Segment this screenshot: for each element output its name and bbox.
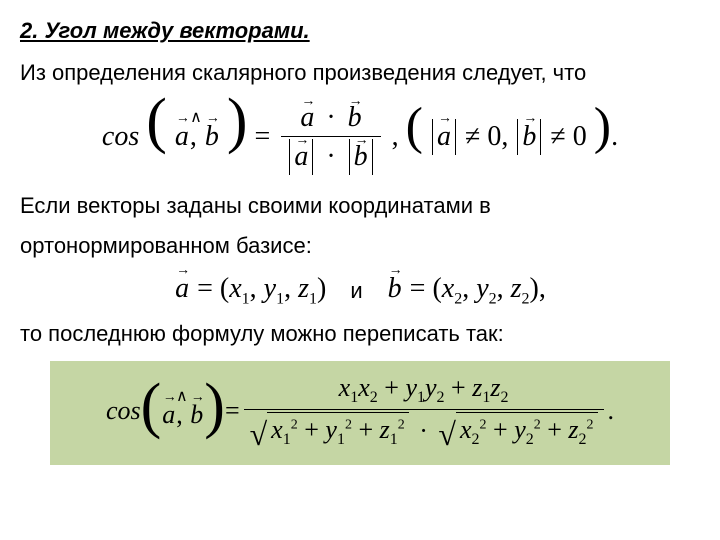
y2: y bbox=[476, 273, 488, 304]
period1: . bbox=[611, 121, 618, 152]
dbx: x bbox=[460, 415, 472, 444]
np1: + bbox=[378, 373, 406, 402]
dbys: 2 bbox=[526, 431, 534, 448]
sub-x2: 2 bbox=[454, 291, 462, 308]
sub-z1: 1 bbox=[309, 291, 317, 308]
dby: y bbox=[514, 415, 526, 444]
final-cos: cos bbox=[106, 396, 141, 426]
x2: x bbox=[442, 273, 454, 304]
eq-b: = bbox=[410, 273, 426, 304]
sub-z2: 2 bbox=[522, 291, 530, 308]
z1: z bbox=[298, 273, 309, 304]
day: y bbox=[325, 415, 337, 444]
c4: , bbox=[497, 273, 511, 304]
zero1: 0 bbox=[487, 121, 501, 152]
dbp2: + bbox=[541, 415, 569, 444]
lp-b: ( bbox=[432, 273, 441, 304]
final-eq: = bbox=[225, 396, 240, 426]
line-coords-1: Если векторы заданы своими координатами … bbox=[20, 193, 700, 219]
y1: y bbox=[264, 273, 276, 304]
neq1: ≠ bbox=[465, 121, 480, 152]
cos-symbol: cos bbox=[102, 121, 139, 152]
formula-cos-definition: cos ( ∧ →a, →b ) = →a · →b →a · →b bbox=[20, 100, 700, 177]
intro-text: Из определения скалярного произведения с… bbox=[20, 60, 700, 86]
nz1: z bbox=[472, 373, 482, 402]
rp-a: ) bbox=[317, 273, 326, 304]
x1: x bbox=[229, 273, 241, 304]
dot-op: · bbox=[322, 102, 339, 133]
final-fraction: x1x2 + y1y2 + z1z2 √ x12 + y12 + z12 · √ bbox=[244, 371, 604, 451]
c2: , bbox=[284, 273, 298, 304]
dbp1: + bbox=[487, 415, 515, 444]
dby2: 2 bbox=[534, 417, 541, 432]
sqrt-a: √ x12 + y12 + z12 bbox=[250, 412, 409, 449]
nx2: x bbox=[358, 373, 370, 402]
c1: , bbox=[250, 273, 264, 304]
section-title: 2. Угол между векторами. bbox=[20, 18, 700, 44]
nys1: 1 bbox=[417, 389, 425, 406]
dbz2: 2 bbox=[587, 417, 594, 432]
den-dot: · bbox=[415, 416, 432, 445]
dap1: + bbox=[298, 415, 326, 444]
dax2: 2 bbox=[291, 417, 298, 432]
and-word: и bbox=[350, 278, 362, 304]
days: 1 bbox=[337, 431, 345, 448]
equals: = bbox=[255, 121, 271, 152]
z2: z bbox=[511, 273, 522, 304]
dax: x bbox=[271, 415, 283, 444]
daz: z bbox=[380, 415, 390, 444]
nxs2: 2 bbox=[370, 389, 378, 406]
dazs: 1 bbox=[390, 431, 398, 448]
c3: , bbox=[462, 273, 476, 304]
day2: 2 bbox=[345, 417, 352, 432]
sub-y2: 2 bbox=[489, 291, 497, 308]
nz2: z bbox=[490, 373, 500, 402]
dbzs: 2 bbox=[579, 431, 587, 448]
vector-definitions: →a = (x1, y1, z1) и →b = (x2, y2, z2), bbox=[20, 273, 700, 309]
line-rewrite: то последнюю формулу можно переписать та… bbox=[20, 321, 700, 347]
sub-y1: 1 bbox=[276, 291, 284, 308]
final-period: . bbox=[608, 396, 615, 426]
dbx2: 2 bbox=[480, 417, 487, 432]
line-coords-2: ортонормированном базисе: bbox=[20, 233, 700, 259]
rp-b: ) bbox=[530, 273, 539, 304]
nx1: x bbox=[339, 373, 351, 402]
sub-x1: 1 bbox=[242, 291, 250, 308]
dap2: + bbox=[352, 415, 380, 444]
ny2: y bbox=[425, 373, 437, 402]
ny1: y bbox=[405, 373, 417, 402]
dbz: z bbox=[568, 415, 578, 444]
final-formula-box: cos ( ∧ →a, →b ) = x1x2 + y1y2 + z1z2 √ … bbox=[50, 361, 670, 465]
dot-op2: · bbox=[322, 141, 339, 172]
lp-a: ( bbox=[220, 273, 229, 304]
nys2: 2 bbox=[437, 389, 445, 406]
fraction-ab: →a · →b →a · →b bbox=[281, 100, 380, 177]
sqrt-b: √ x22 + y22 + z22 bbox=[438, 412, 597, 449]
neq2: ≠ bbox=[550, 121, 565, 152]
dbxs: 2 bbox=[472, 431, 480, 448]
daxs: 1 bbox=[283, 431, 291, 448]
eq-a: = bbox=[197, 273, 213, 304]
daz2: 2 bbox=[398, 417, 405, 432]
zero2: 0 bbox=[573, 121, 587, 152]
nzs2: 2 bbox=[500, 389, 508, 406]
np2: + bbox=[445, 373, 473, 402]
